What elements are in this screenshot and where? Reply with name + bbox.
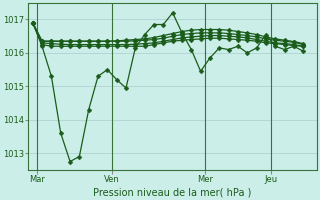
X-axis label: Pression niveau de la mer( hPa ): Pression niveau de la mer( hPa ): [93, 187, 252, 197]
